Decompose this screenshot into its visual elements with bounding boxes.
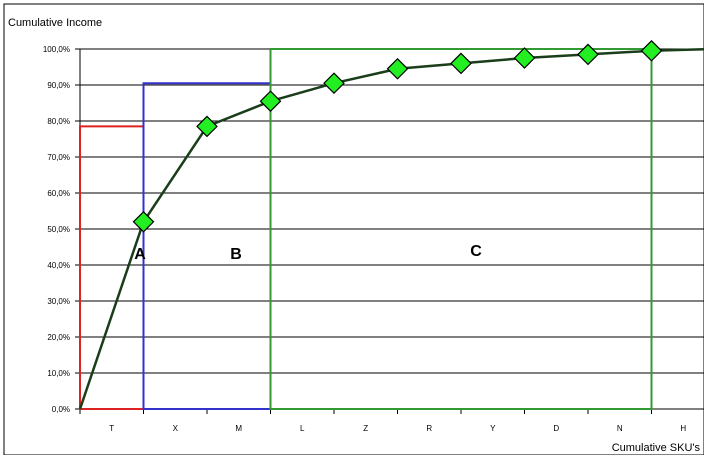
y-tick-label: 60,0% (47, 189, 70, 198)
zone-c-label: C (470, 243, 482, 260)
zone-b-label: B (230, 246, 242, 263)
x-tick-label: M (235, 424, 242, 433)
x-tick-label: X (173, 424, 179, 433)
data-point-marker (386, 57, 409, 80)
y-tick-label: 40,0% (47, 261, 70, 270)
y-tick-label: 0,0% (52, 405, 70, 414)
data-point-marker (323, 72, 345, 95)
y-tick-label: 90,0% (47, 81, 70, 90)
zone-a-label: A (134, 246, 146, 263)
y-tick-label: 50,0% (47, 225, 70, 234)
data-point-marker (577, 43, 599, 66)
x-tick-label: D (553, 424, 559, 433)
data-point-marker (132, 210, 155, 233)
data-point-marker (513, 47, 536, 69)
data-point-marker (259, 90, 282, 113)
x-tick-label: L (300, 424, 305, 433)
x-axis-label: Cumulative SKU's (612, 442, 701, 454)
x-tick-label: Y (490, 424, 496, 433)
y-tick-label: 80,0% (47, 117, 70, 126)
data-point-marker (450, 52, 472, 75)
data-point-marker (640, 39, 663, 62)
y-tick-label: 30,0% (47, 297, 70, 306)
x-tick-label: H (680, 424, 686, 433)
cumulative-series (78, 39, 704, 410)
chart-title: Cumulative Income (8, 17, 102, 29)
data-point-marker (196, 115, 218, 138)
y-tick-label: 70,0% (47, 153, 70, 162)
x-tick-label: R (426, 424, 432, 433)
y-tick-label: 100,0% (43, 45, 70, 54)
x-tick-label: Z (363, 424, 368, 433)
x-tick-label: T (109, 424, 114, 433)
x-tick-label: N (617, 424, 623, 433)
y-tick-label: 10,0% (47, 369, 70, 378)
y-tick-label: 20,0% (47, 333, 70, 342)
